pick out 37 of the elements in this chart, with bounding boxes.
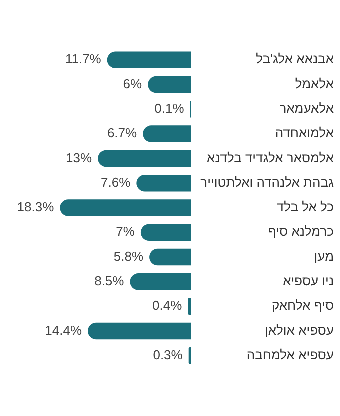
data-label: 0.3% <box>153 347 184 362</box>
data-label: 8.5% <box>94 274 125 289</box>
bar <box>150 248 191 266</box>
y-tick-label: אלאמל <box>295 76 334 92</box>
y-tick-label: מען <box>314 248 334 264</box>
data-label: 7% <box>116 224 136 240</box>
data-label: 7.6% <box>101 174 132 190</box>
data-label: 14.4% <box>45 322 82 338</box>
bar <box>143 126 191 142</box>
y-tick-label: אלמסאר אלגדיד בלדנא <box>207 150 334 166</box>
data-label: 13% <box>66 150 92 166</box>
bar <box>88 322 191 340</box>
y-tick-label: סיף אלחאק <box>272 298 334 314</box>
bar <box>130 274 191 290</box>
y-tick-label: כל אל בלד <box>276 200 334 215</box>
data-label: 6% <box>123 76 143 92</box>
bar <box>188 298 191 315</box>
data-label: 18.3% <box>17 200 55 215</box>
data-label: 0.1% <box>154 100 185 116</box>
y-tick-label: כרמלנא סיף <box>268 224 334 240</box>
data-label: 11.7% <box>65 52 102 67</box>
bar <box>98 150 191 168</box>
bar <box>107 52 191 69</box>
bar <box>60 200 191 216</box>
y-tick-label: עספיא אולאן <box>264 322 334 338</box>
y-tick-label: אבנאא אלג'בל <box>256 52 334 67</box>
y-tick-label: אלאעמאר <box>280 100 334 116</box>
y-tick-label: ניו עספיא <box>283 274 334 289</box>
bar <box>136 174 191 192</box>
data-label: 6.7% <box>107 126 138 141</box>
y-tick-label: עספיא אלמחבה <box>246 347 334 362</box>
bar <box>148 76 191 94</box>
data-label: 0.4% <box>152 298 183 314</box>
y-tick-label: אלמואחדה <box>275 126 334 141</box>
y-tick-label: גבהת אלנהדה ואלתטוייר <box>200 174 334 190</box>
bar <box>140 224 191 242</box>
data-label: 5.8% <box>114 248 144 264</box>
